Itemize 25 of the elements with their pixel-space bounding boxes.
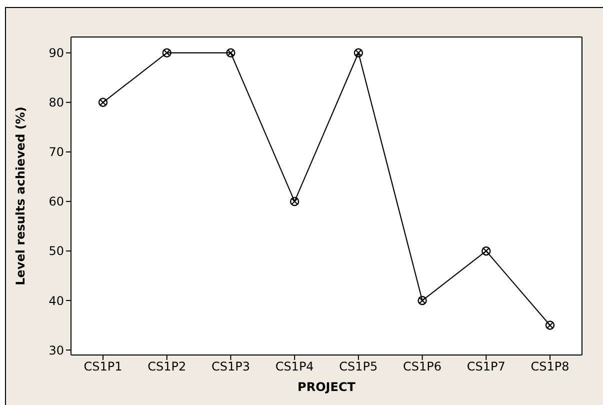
point [482, 246, 491, 256]
x-axis-title: PROJECT [298, 380, 356, 394]
x-tick-label: CS1P4 [275, 360, 314, 374]
point [98, 98, 108, 107]
x-tick-label: CS1P6 [403, 360, 442, 374]
x-tick-label: CS1P5 [339, 360, 378, 374]
y-tick-label: 30 [48, 343, 64, 358]
y-tick-label: 50 [48, 244, 64, 258]
point [162, 48, 172, 58]
x-tick-label: CS1P3 [211, 360, 250, 374]
x-tick-label: CS1P1 [84, 360, 122, 374]
point [290, 196, 300, 206]
x-tick-label: CS1P8 [530, 360, 570, 374]
y-tick-label: 40 [48, 294, 64, 308]
x-tick-label: CS1P2 [148, 360, 186, 374]
y-tick-label: 60 [48, 194, 64, 209]
y-tick-label: 90 [48, 46, 64, 60]
point [545, 320, 555, 330]
y-tick-label: 70 [48, 145, 64, 160]
x-tick-label: CS1P7 [466, 360, 506, 374]
point [354, 48, 364, 58]
point [226, 48, 236, 58]
y-axis-title: Level results achieved (%) [13, 106, 28, 286]
y-tick-label: 80 [48, 96, 64, 110]
point [418, 296, 427, 306]
